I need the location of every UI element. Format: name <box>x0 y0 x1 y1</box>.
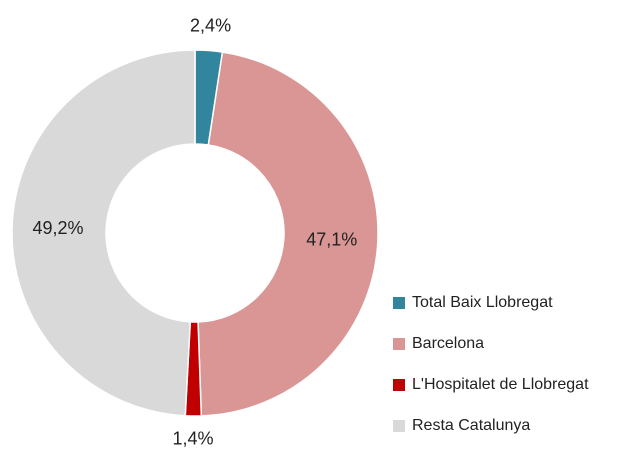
data-label: 2,4% <box>190 15 231 35</box>
donut-slice <box>197 51 379 417</box>
legend-swatch <box>393 379 405 391</box>
legend-label: L'Hospitalet de Llobregat <box>412 376 589 393</box>
legend-swatch <box>393 297 405 309</box>
data-label: 47,1% <box>306 230 357 250</box>
donut-slice <box>11 49 196 417</box>
data-label: 49,2% <box>33 218 84 238</box>
legend-label: Resta Catalunya <box>412 417 530 434</box>
legend-swatch <box>393 420 405 432</box>
legend-label: Barcelona <box>412 335 484 352</box>
legend-swatch <box>393 338 405 350</box>
legend-label: Total Baix Llobregat <box>412 294 553 311</box>
data-label: 1,4% <box>173 429 214 449</box>
